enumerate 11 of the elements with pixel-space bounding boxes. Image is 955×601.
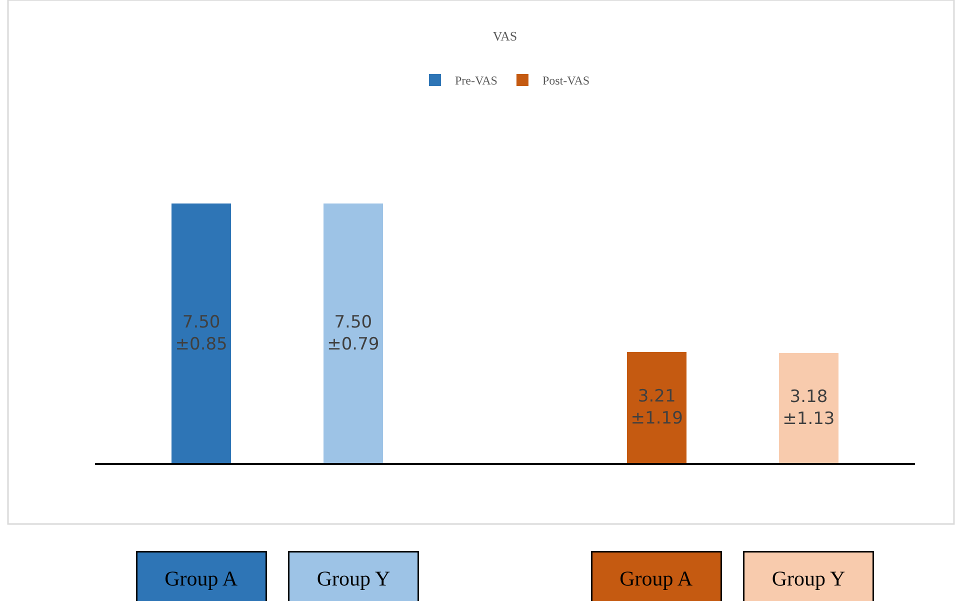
legend-label: Post-VAS [542,74,590,88]
x-tick-label: Group Y [772,566,846,590]
legend-label: Pre-VAS [455,74,498,88]
data-label: 7.50 ±0.79 [327,312,380,354]
x-tick-label: Group A [164,566,238,590]
data-label: 7.50 ±0.85 [175,312,228,354]
data-label: 3.18 ±1.13 [782,386,835,430]
x-tick-label: Group A [620,566,694,590]
chart-title: VAS [492,28,518,44]
x-tick-label: Group Y [316,566,390,590]
data-label: 3.21 ±1.19 [630,386,683,429]
